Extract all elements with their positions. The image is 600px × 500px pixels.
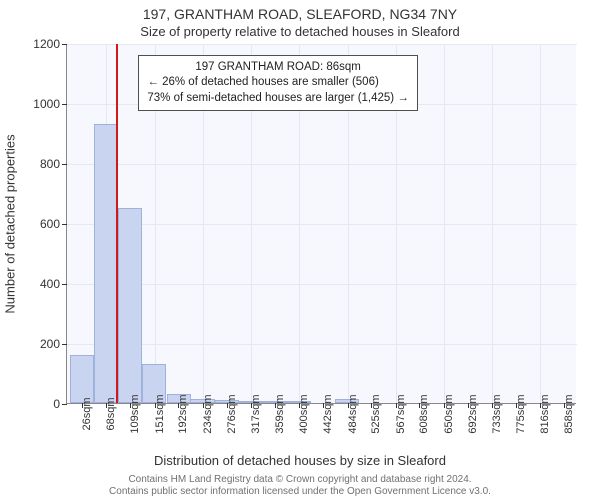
gridline-v xyxy=(492,44,493,404)
ytick-label: 400 xyxy=(10,277,60,291)
ytick-mark xyxy=(62,104,67,105)
xtick-label: 608sqm xyxy=(418,394,430,433)
xtick-label: 816sqm xyxy=(539,394,551,433)
ytick-label: 1000 xyxy=(10,97,60,111)
xtick-label: 234sqm xyxy=(202,394,214,433)
ytick-mark xyxy=(62,404,67,405)
gridline-h xyxy=(67,344,577,345)
title-sub: Size of property relative to detached ho… xyxy=(0,24,600,39)
gridline-v xyxy=(540,44,541,404)
footer: Contains HM Land Registry data © Crown c… xyxy=(0,474,600,498)
xtick-label: 276sqm xyxy=(226,394,238,433)
gridline-h xyxy=(67,224,577,225)
histogram-bar xyxy=(94,124,118,403)
xtick-label: 525sqm xyxy=(370,394,382,433)
xtick-label: 26sqm xyxy=(81,397,93,430)
xtick-label: 442sqm xyxy=(322,394,334,433)
footer-line-2: Contains public sector information licen… xyxy=(0,486,600,498)
title-main: 197, GRANTHAM ROAD, SLEAFORD, NG34 7NY xyxy=(0,6,600,22)
xtick-label: 733sqm xyxy=(491,394,503,433)
annotation-box: 197 GRANTHAM ROAD: 86sqm← 26% of detache… xyxy=(138,55,417,112)
xtick-label: 317sqm xyxy=(250,394,262,433)
plot-area: 197 GRANTHAM ROAD: 86sqm← 26% of detache… xyxy=(66,44,576,404)
xtick-label: 151sqm xyxy=(154,394,166,433)
ytick-label: 800 xyxy=(10,157,60,171)
xtick-label: 192sqm xyxy=(177,394,189,433)
annotation-line-1: 197 GRANTHAM ROAD: 86sqm xyxy=(147,60,408,76)
ytick-mark xyxy=(62,44,67,45)
gridline-v xyxy=(444,44,445,404)
annotation-line-3: 73% of semi-detached houses are larger (… xyxy=(147,91,408,107)
plot-outer: 197 GRANTHAM ROAD: 86sqm← 26% of detache… xyxy=(66,44,576,404)
xtick-label: 68sqm xyxy=(105,397,117,430)
marker-line xyxy=(116,44,118,403)
xtick-label: 692sqm xyxy=(467,394,479,433)
ytick-label: 600 xyxy=(10,217,60,231)
ytick-label: 1200 xyxy=(10,37,60,51)
xtick-label: 567sqm xyxy=(395,394,407,433)
xtick-label: 359sqm xyxy=(274,394,286,433)
xtick-label: 484sqm xyxy=(347,394,359,433)
ytick-mark xyxy=(62,344,67,345)
histogram-bar xyxy=(118,208,142,403)
gridline-h xyxy=(67,164,577,165)
xtick-label: 775sqm xyxy=(515,394,527,433)
footer-line-1: Contains HM Land Registry data © Crown c… xyxy=(0,474,600,486)
xtick-label: 858sqm xyxy=(563,394,575,433)
ytick-label: 200 xyxy=(10,337,60,351)
ytick-mark xyxy=(62,224,67,225)
gridline-h xyxy=(67,44,577,45)
x-axis-label: Distribution of detached houses by size … xyxy=(0,453,600,468)
xtick-label: 400sqm xyxy=(298,394,310,433)
histogram-bar xyxy=(70,355,94,403)
ytick-label: 0 xyxy=(10,397,60,411)
annotation-line-2: ← 26% of detached houses are smaller (50… xyxy=(147,75,408,91)
ytick-mark xyxy=(62,164,67,165)
gridline-h xyxy=(67,284,577,285)
ytick-mark xyxy=(62,284,67,285)
xtick-label: 650sqm xyxy=(443,394,455,433)
xtick-label: 109sqm xyxy=(129,394,141,433)
